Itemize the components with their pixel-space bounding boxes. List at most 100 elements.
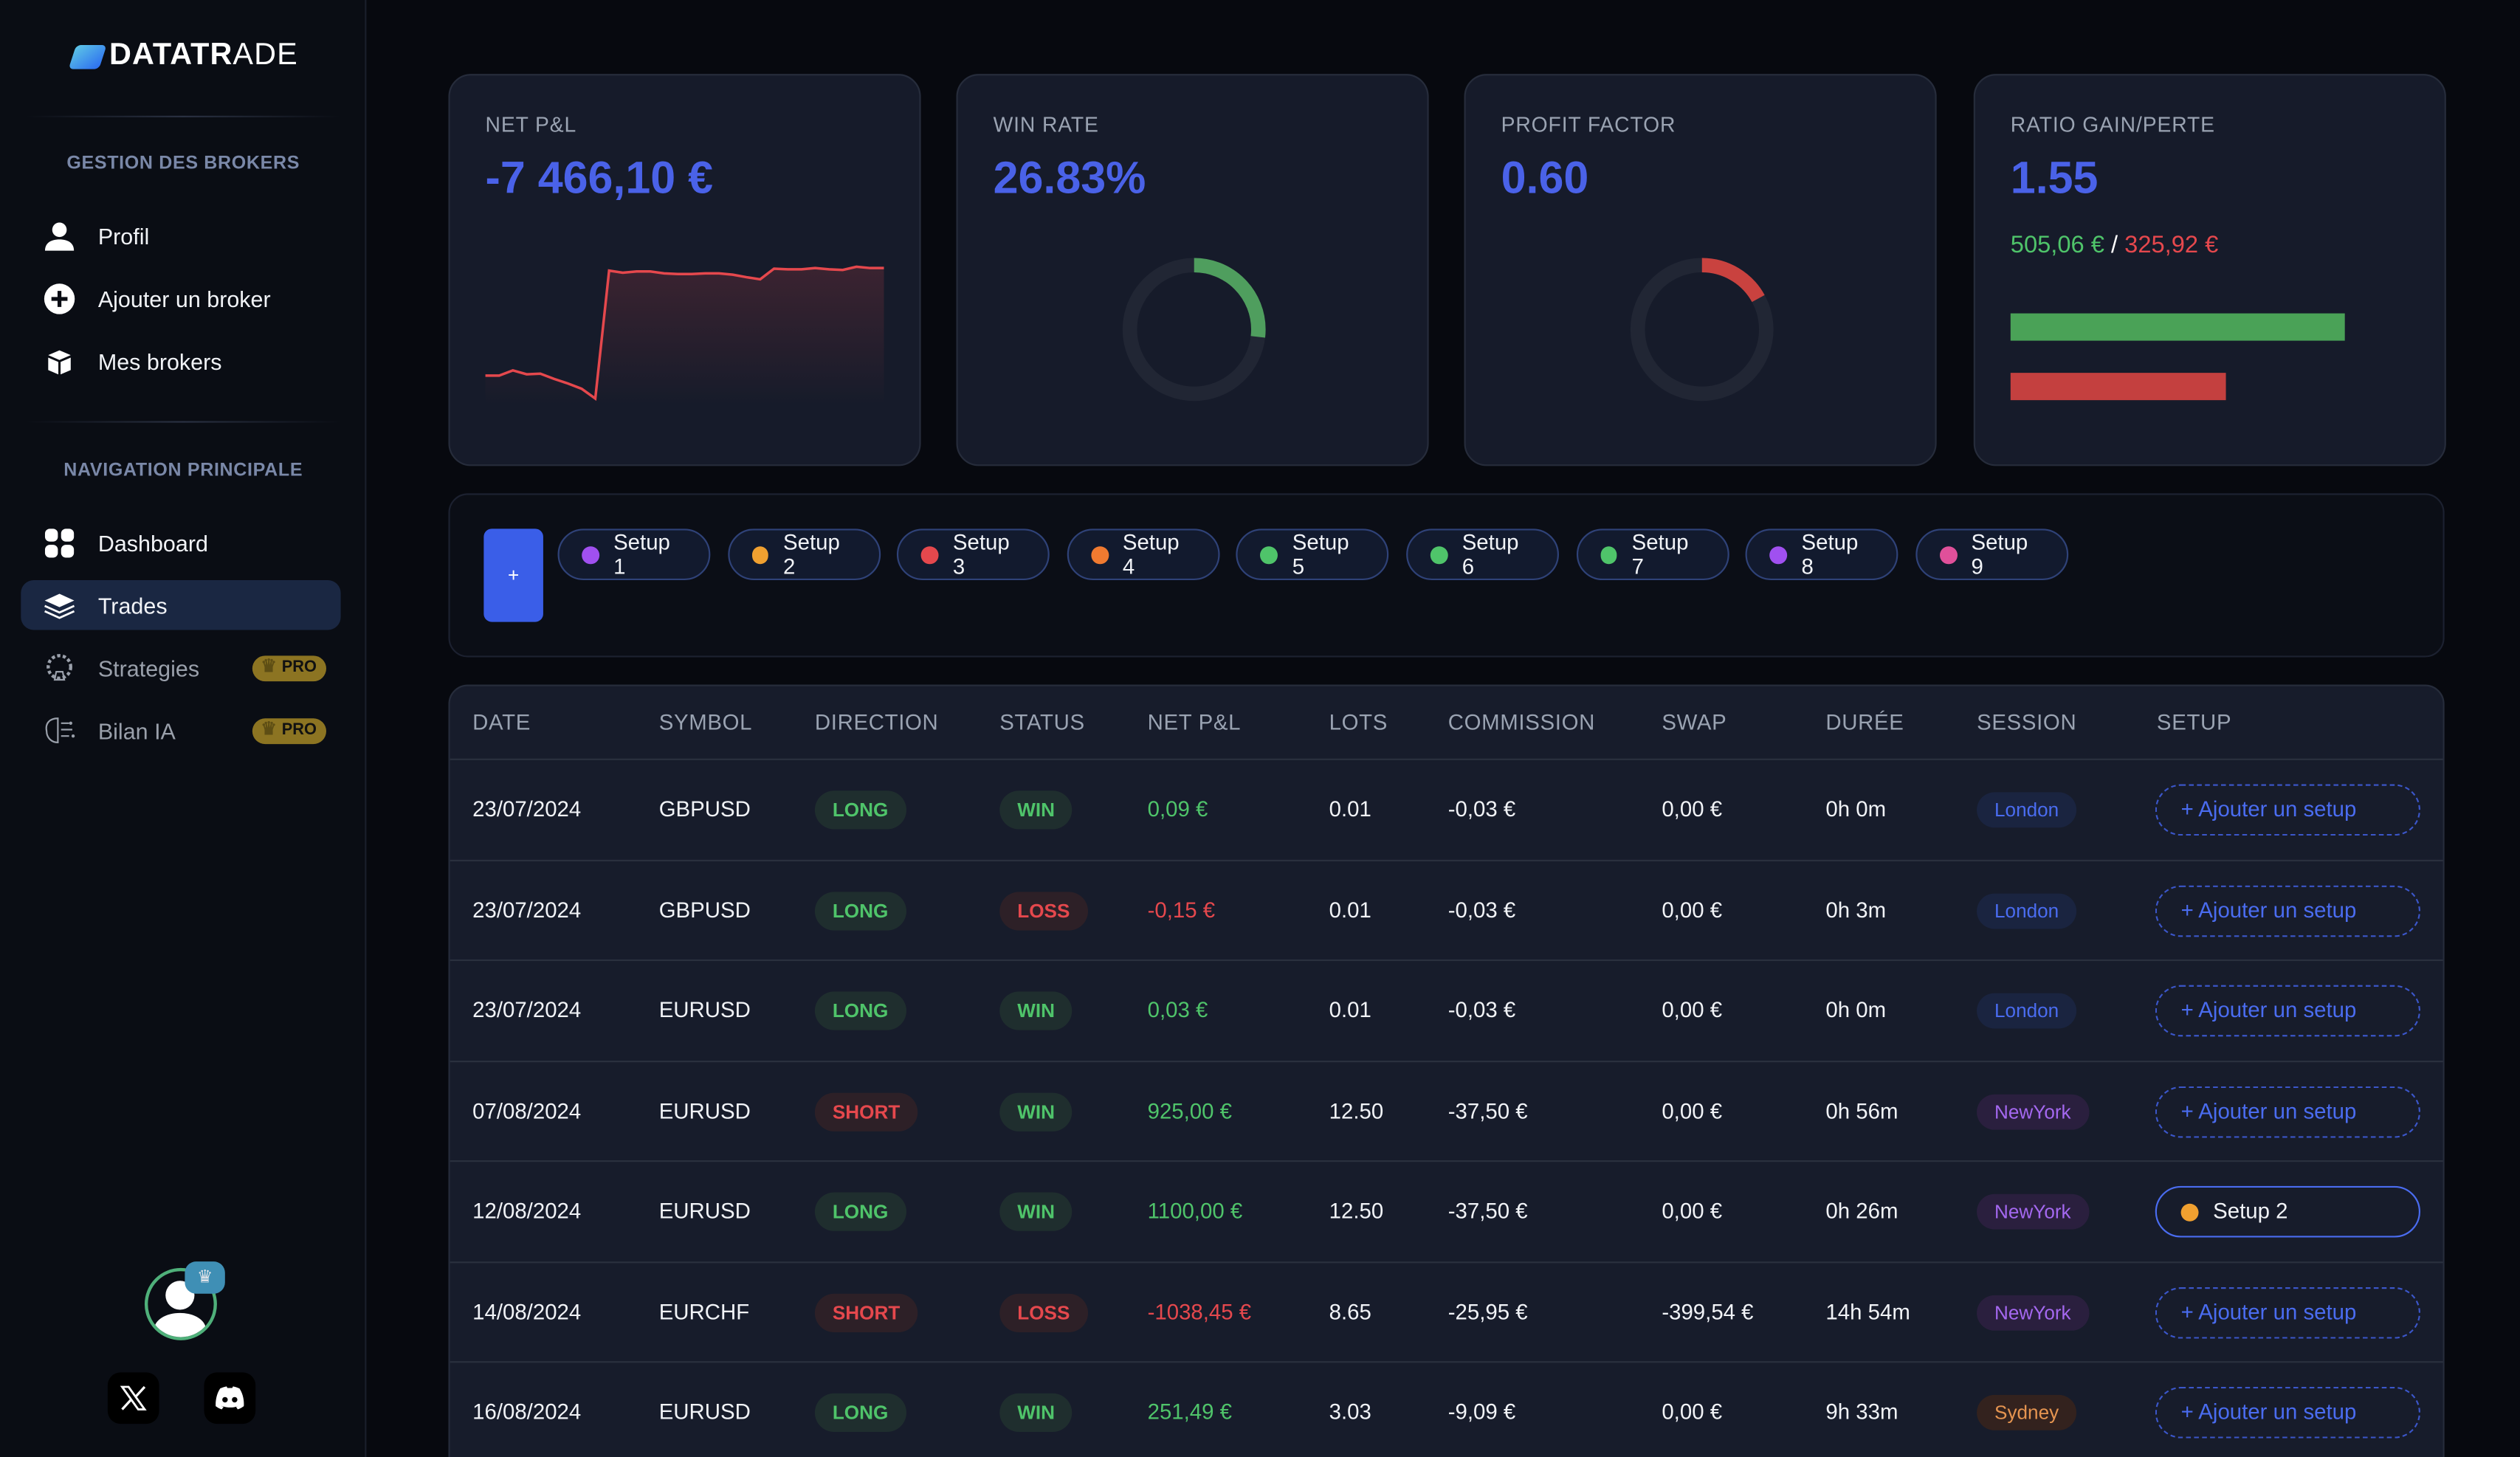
trade-pnl: 925,00 €: [1147, 1098, 1233, 1123]
sidebar-item-dashboard[interactable]: Dashboard: [21, 517, 340, 567]
status-badge: WIN: [999, 790, 1073, 830]
sidebar-item-profil[interactable]: Profil: [21, 210, 340, 260]
plus-circle-icon: [44, 282, 76, 314]
sidebar: DATATRADE GESTION DES BROKERS Profil Ajou…: [0, 0, 367, 1457]
add-setup-button[interactable]: + Ajouter un setup: [2155, 1387, 2421, 1439]
trade-symbol: EURCHF: [658, 1299, 750, 1324]
section-title-brokers: GESTION DES BROKERS: [66, 154, 300, 174]
setup-select-button[interactable]: Setup 2: [2155, 1185, 2421, 1238]
column-header[interactable]: SESSION: [1977, 710, 2077, 735]
table-row[interactable]: 16/08/2024 EURUSD LONG WIN 251,49 € 3.03 -9,09…: [450, 1363, 2443, 1457]
logo[interactable]: DATATRADE: [68, 38, 298, 74]
column-header[interactable]: SYMBOL: [658, 710, 753, 735]
table-row[interactable]: 12/08/2024 EURUSD LONG WIN 1100,00 € 12.50 -37…: [450, 1162, 2443, 1263]
trade-commission: -0,03 €: [1447, 796, 1516, 822]
setup-color-dot: [1600, 545, 1618, 564]
setup-chip[interactable]: Setup 4: [1067, 528, 1220, 581]
sidebar-item-mes-brokers[interactable]: Mes brokers: [21, 336, 340, 385]
column-header[interactable]: LOTS: [1329, 710, 1388, 735]
profit-factor-value: 0.60: [1501, 152, 1589, 203]
trade-commission: -0,03 €: [1447, 998, 1516, 1022]
setup-color-dot: [1769, 545, 1787, 564]
trade-duration: 0h 3m: [1825, 898, 1887, 922]
table-row[interactable]: 07/08/2024 EURUSD SHORT WIN 925,00 € 12.50 -37…: [450, 1061, 2443, 1162]
setup-chip-label: Setup 2: [782, 530, 840, 579]
status-badge: LOSS: [999, 891, 1088, 930]
setup-filter-bar: + Setup 1 Setup 2 Setup 3 Setup 4 Setup 5 Set…: [448, 493, 2445, 658]
setup-chip[interactable]: Setup 1: [557, 528, 711, 581]
divider: [25, 115, 341, 117]
trade-symbol: GBPUSD: [658, 796, 751, 822]
trade-pnl: -0,15 €: [1147, 898, 1216, 922]
brand-name-light: ADE: [233, 38, 298, 72]
divider: [25, 421, 341, 423]
column-header[interactable]: NET P&L: [1147, 710, 1242, 735]
win-rate-donut: [1122, 258, 1266, 402]
setup-color-dot: [1430, 545, 1448, 564]
sidebar-item-bilan-ia[interactable]: Bilan IA PRO: [21, 706, 340, 755]
grid-icon: [44, 526, 76, 559]
status-badge: LOSS: [999, 1292, 1088, 1332]
setup-chip[interactable]: Setup 3: [897, 528, 1050, 581]
direction-badge: SHORT: [814, 1092, 918, 1131]
setup-color-dot: [1260, 545, 1278, 564]
setup-chip[interactable]: Setup 2: [727, 528, 881, 581]
sidebar-item-label: Dashboard: [97, 529, 208, 556]
table-row[interactable]: 23/07/2024 EURUSD LONG WIN 0,03 € 0.01 -0,03 €…: [450, 961, 2443, 1062]
box-icon: [44, 345, 76, 377]
setup-chip[interactable]: Setup 6: [1406, 528, 1559, 581]
net-pnl-card: NET P&L -7 466,10 €: [448, 74, 921, 466]
column-header[interactable]: DIRECTION: [814, 710, 939, 735]
session-badge: NewYork: [1977, 1294, 2089, 1330]
x-twitter-icon[interactable]: [107, 1372, 159, 1425]
direction-badge: LONG: [814, 1192, 906, 1231]
table-row[interactable]: 23/07/2024 GBPUSD LONG LOSS -0,15 € 0.01 -0,03…: [450, 861, 2443, 962]
trade-commission: -9,09 €: [1447, 1399, 1516, 1425]
session-badge: NewYork: [1977, 1194, 2089, 1230]
trade-symbol: EURUSD: [658, 998, 751, 1022]
divider: [450, 758, 2443, 760]
setup-color-dot: [1939, 545, 1957, 564]
sidebar-item-ajouter-un-broker[interactable]: Ajouter un broker: [21, 273, 340, 323]
trade-symbol: GBPUSD: [658, 898, 751, 922]
trade-pnl: 1100,00 €: [1147, 1199, 1243, 1223]
setup-chip-label: Setup 4: [1122, 530, 1180, 579]
setup-color-dot: [751, 545, 769, 564]
trade-commission: -0,03 €: [1447, 898, 1516, 922]
loss-bar: [2010, 373, 2227, 401]
net-pnl-value: -7 466,10 €: [485, 152, 714, 203]
avg-loss: 325,92 €: [2124, 231, 2219, 259]
add-setup-button[interactable]: + Ajouter un setup: [2155, 784, 2421, 836]
column-header[interactable]: SWAP: [1662, 710, 1727, 735]
trade-lots: 3.03: [1329, 1399, 1371, 1425]
add-setup-button[interactable]: + Ajouter un setup: [2155, 884, 2421, 937]
add-setup-button[interactable]: + Ajouter un setup: [2155, 1085, 2421, 1137]
setup-chip[interactable]: Setup 7: [1576, 528, 1729, 581]
sidebar-item-label: Bilan IA: [97, 717, 176, 744]
column-header[interactable]: STATUS: [999, 710, 1085, 735]
discord-icon[interactable]: [204, 1372, 256, 1425]
add-setup-button[interactable]: +: [483, 528, 543, 622]
trade-date: 16/08/2024: [472, 1399, 582, 1425]
table-row[interactable]: 14/08/2024 EURCHF SHORT LOSS -1038,45 € 8.65 -…: [450, 1262, 2443, 1363]
win-rate-card: WIN RATE 26.83%: [956, 74, 1429, 466]
card-label: PROFIT FACTOR: [1501, 112, 1676, 137]
separator: /: [2104, 231, 2125, 259]
column-header[interactable]: SETUP: [2156, 710, 2232, 735]
setup-chip[interactable]: Setup 5: [1236, 528, 1390, 581]
trade-duration: 9h 33m: [1825, 1399, 1898, 1425]
table-row[interactable]: 23/07/2024 GBPUSD LONG WIN 0,09 € 0.01 -0,03 €…: [450, 760, 2443, 861]
trade-symbol: EURUSD: [658, 1399, 751, 1425]
setup-color-dot: [582, 545, 599, 564]
donut-arc: [1122, 258, 1266, 402]
column-header[interactable]: DURÉE: [1825, 710, 1904, 735]
add-setup-button[interactable]: + Ajouter un setup: [2155, 985, 2421, 1037]
column-header[interactable]: DATE: [472, 710, 531, 735]
setup-chip[interactable]: Setup 9: [1915, 528, 2068, 581]
sidebar-item-strategies[interactable]: Strategies PRO: [21, 643, 340, 692]
add-setup-button[interactable]: + Ajouter un setup: [2155, 1286, 2421, 1338]
sidebar-item-trades[interactable]: Trades: [21, 580, 341, 630]
setup-chip[interactable]: Setup 8: [1745, 528, 1898, 581]
trade-lots: 8.65: [1329, 1299, 1371, 1324]
column-header[interactable]: COMMISSION: [1447, 710, 1596, 735]
